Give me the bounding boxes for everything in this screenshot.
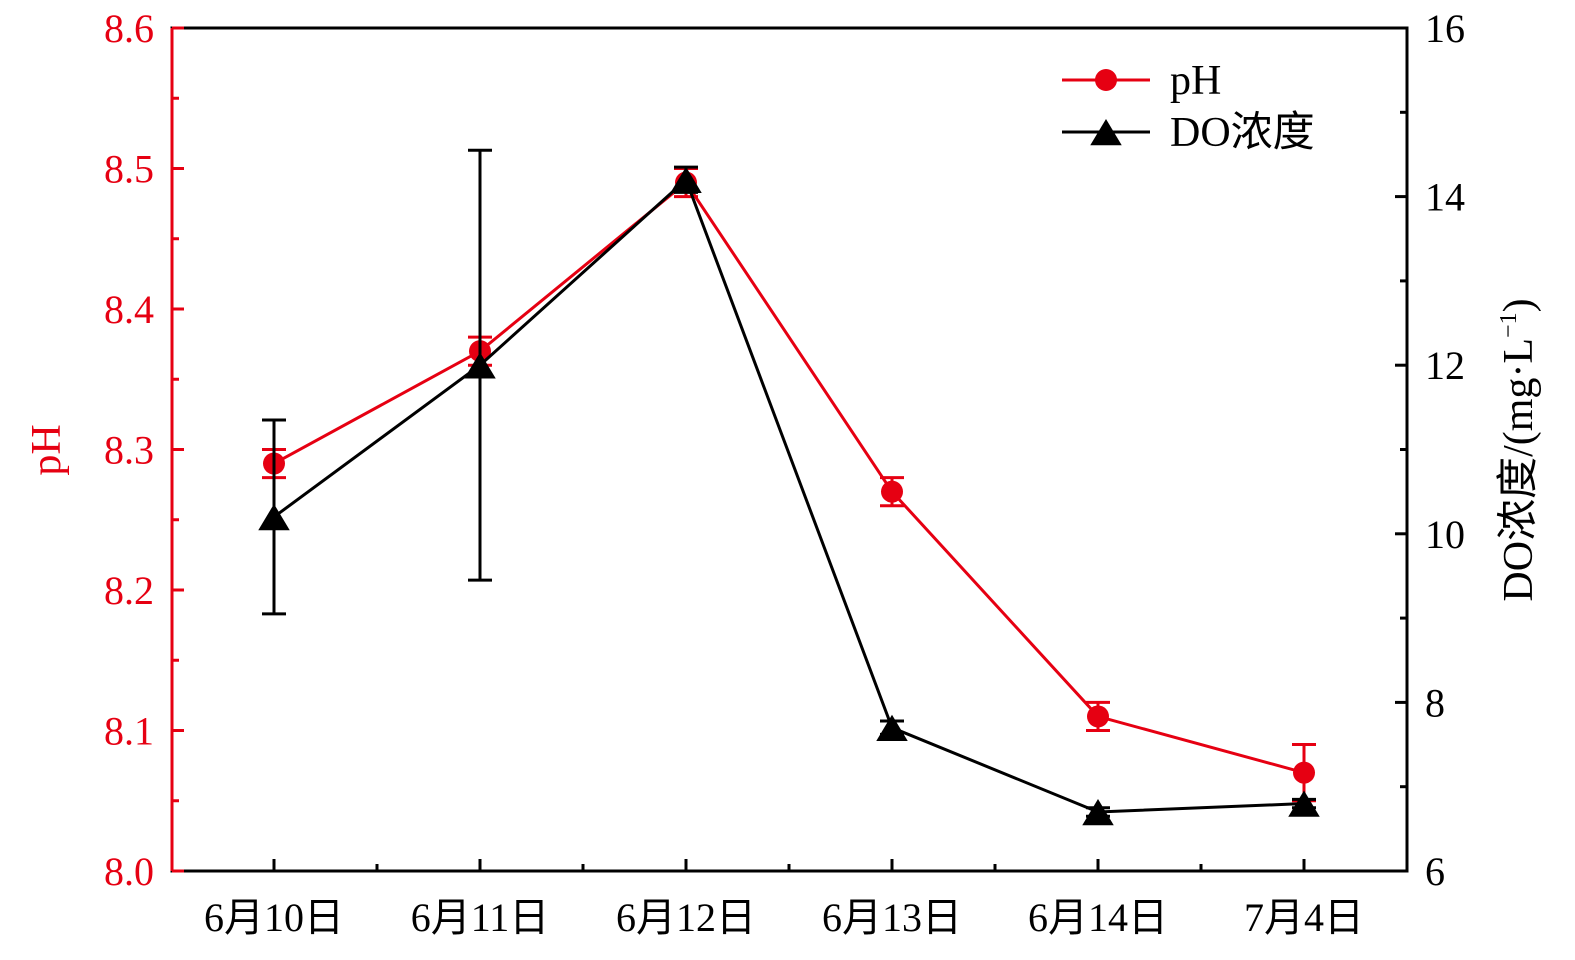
right-tick-label: 6 [1425,849,1445,894]
legend-marker [1095,69,1117,91]
x-axis: 6月10日 6月11日 6月12日 6月13日 6月14日 7月4日 [204,859,1364,940]
series-ph [262,167,1316,803]
legend-marker [1090,119,1122,146]
right-tick-label: 16 [1425,6,1465,51]
legend-item: pH [1062,58,1221,104]
right-y-axis-title-superscript: −1 [1496,312,1522,338]
left-y-axis: 8.0 8.1 8.2 8.3 8.4 8.5 8.6 [104,6,184,894]
x-tick-label: 6月14日 [1028,895,1168,940]
left-tick-label: 8.6 [104,6,154,51]
legend: pH DO浓度 [1062,58,1315,156]
data-point [258,503,290,531]
right-tick-label: 14 [1425,175,1465,220]
data-point [670,166,702,193]
data-point [881,480,903,503]
data-point [1087,705,1109,728]
left-tick-label: 8.5 [104,147,154,192]
right-y-axis: 6 8 10 12 14 16 [1395,6,1465,894]
series-do [258,148,1320,826]
left-tick-label: 8.4 [104,287,154,332]
left-y-axis-title: pH [24,424,70,475]
right-y-axis-title-close: ) [1496,298,1542,312]
right-y-axis-title-main: DO浓度/(mg·L [1496,338,1542,602]
x-tick-label: 7月4日 [1244,895,1364,940]
series-line [273,177,1305,814]
legend-label: pH [1170,58,1221,104]
left-tick-label: 8.2 [104,568,154,613]
series-line [273,180,1305,775]
right-tick-label: 8 [1425,680,1445,725]
left-tick-label: 8.3 [104,428,154,473]
x-tick-label: 6月12日 [616,895,756,940]
left-tick-label: 8.1 [104,709,154,754]
legend-label: DO浓度 [1170,110,1315,156]
legend-item: DO浓度 [1062,110,1315,156]
right-tick-label: 10 [1425,512,1465,557]
data-point [876,714,908,741]
left-tick-label: 8.0 [104,849,154,894]
x-tick-label: 6月11日 [411,895,550,940]
x-tick-label: 6月13日 [822,895,962,940]
x-tick-label: 6月10日 [204,895,344,940]
data-point [1288,790,1320,817]
series-layer [258,148,1320,826]
right-tick-label: 12 [1425,343,1465,388]
data-point [1082,798,1114,826]
right-y-axis-title: DO浓度/(mg·L−1) [1496,298,1542,601]
data-point [1293,761,1315,784]
data-point [464,352,496,379]
